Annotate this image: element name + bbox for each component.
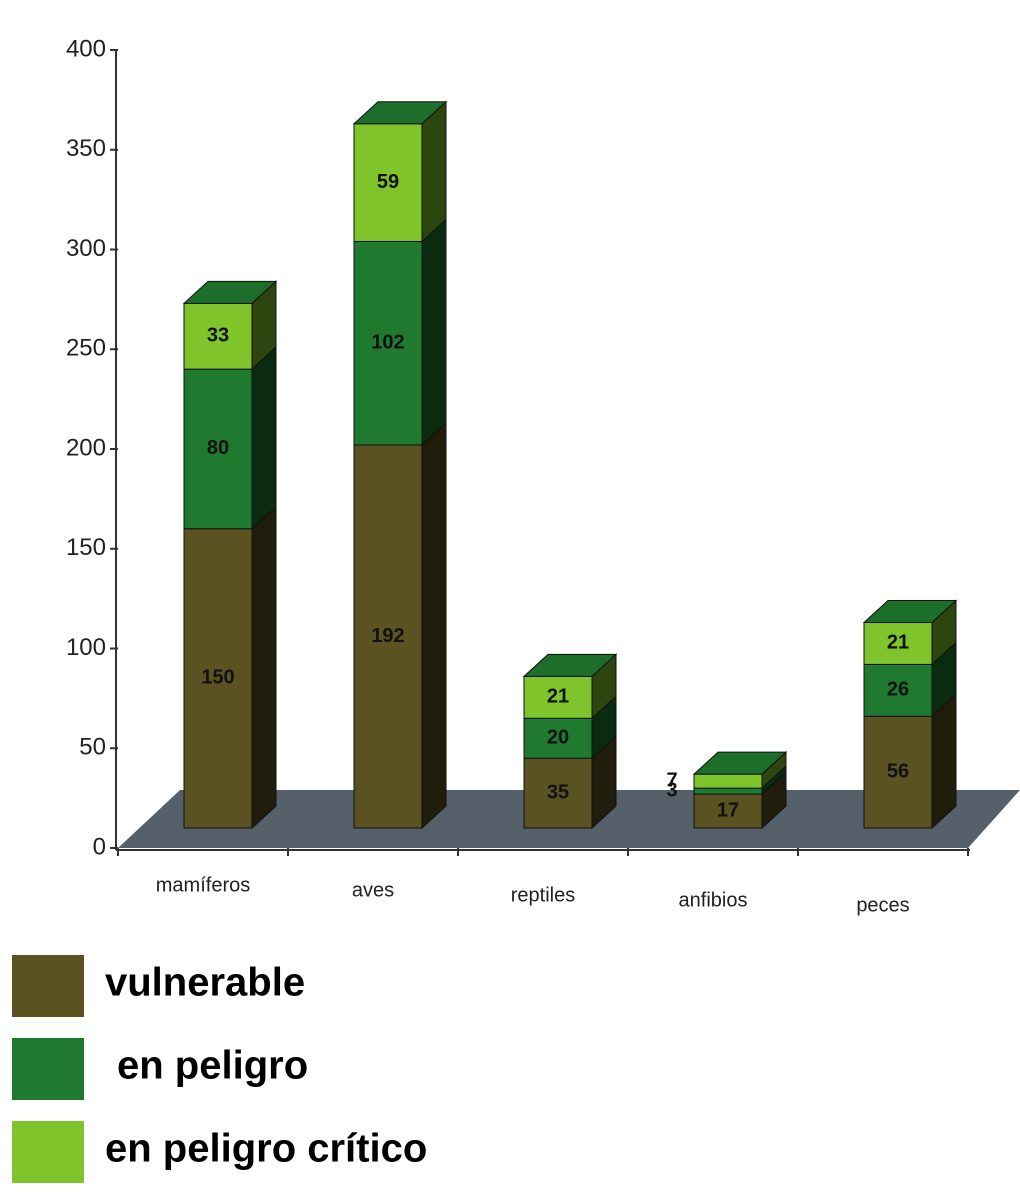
bar-segment: [523, 717, 593, 759]
bar-side: [251, 346, 277, 530]
value-label: 102: [371, 331, 404, 353]
legend-label: en peligro: [117, 1044, 308, 1088]
bar-segment: [693, 773, 763, 789]
bar-top: [522, 653, 618, 677]
bar-segment: [353, 444, 423, 829]
y-tick-label: 150: [66, 534, 106, 561]
value-label: 21: [887, 632, 909, 654]
bar-segment: [523, 675, 593, 719]
y-tick-label: 300: [66, 235, 106, 262]
value-label: 20: [547, 727, 569, 749]
bar-top: [862, 600, 958, 624]
bar-segment: [183, 368, 253, 530]
x-tick-label: anfibios: [679, 889, 748, 911]
value-label: 59: [377, 171, 399, 193]
bar-segment: [523, 757, 593, 829]
y-tick-label: 400: [66, 35, 106, 62]
bar-segment: [183, 302, 253, 370]
value-label: 150: [201, 667, 234, 689]
value-label: 35: [547, 781, 569, 803]
bar-top: [182, 280, 278, 304]
x-tick-label: reptiles: [511, 884, 575, 906]
value-label: 21: [547, 686, 569, 708]
value-label: 7: [666, 769, 677, 791]
bar-segment: [863, 622, 933, 665]
x-tick-label: mamíferos: [156, 874, 250, 896]
bar-segment: [863, 715, 933, 829]
y-tick-label: 100: [66, 634, 106, 661]
bar-segment: [353, 123, 423, 242]
bar-side: [251, 505, 277, 830]
value-label: 33: [207, 325, 229, 347]
y-tick-label: 200: [66, 434, 106, 461]
bar-top: [352, 101, 448, 125]
bar-segment: [353, 240, 423, 446]
bar-top: [692, 751, 788, 775]
value-label: 17: [717, 799, 739, 821]
y-tick-label: 50: [79, 734, 106, 761]
legend-swatch: [12, 1121, 84, 1183]
bar-segment: [183, 528, 253, 829]
legend-label: en peligro crítico: [105, 1127, 427, 1171]
value-label: 26: [887, 679, 909, 701]
y-tick-label: 0: [93, 833, 106, 860]
legend-label: vulnerable: [105, 961, 305, 1005]
bar-side: [421, 421, 447, 830]
bar-side: [421, 218, 447, 447]
bar-segment: [693, 793, 763, 829]
value-label: 192: [371, 625, 404, 647]
bar-segment: [863, 663, 933, 717]
legend-swatch: [12, 955, 84, 1017]
value-label: 80: [207, 437, 229, 459]
bar-side: [931, 693, 957, 830]
x-tick-label: aves: [352, 879, 394, 901]
legend-swatch: [12, 1038, 84, 1100]
value-label: 56: [887, 760, 909, 782]
bar-segment: [693, 787, 763, 795]
x-tick-label: peces: [856, 894, 909, 916]
value-label: 3: [666, 779, 677, 801]
y-tick-label: 250: [66, 335, 106, 362]
y-tick-label: 350: [66, 135, 106, 162]
bar-side: [421, 100, 447, 243]
